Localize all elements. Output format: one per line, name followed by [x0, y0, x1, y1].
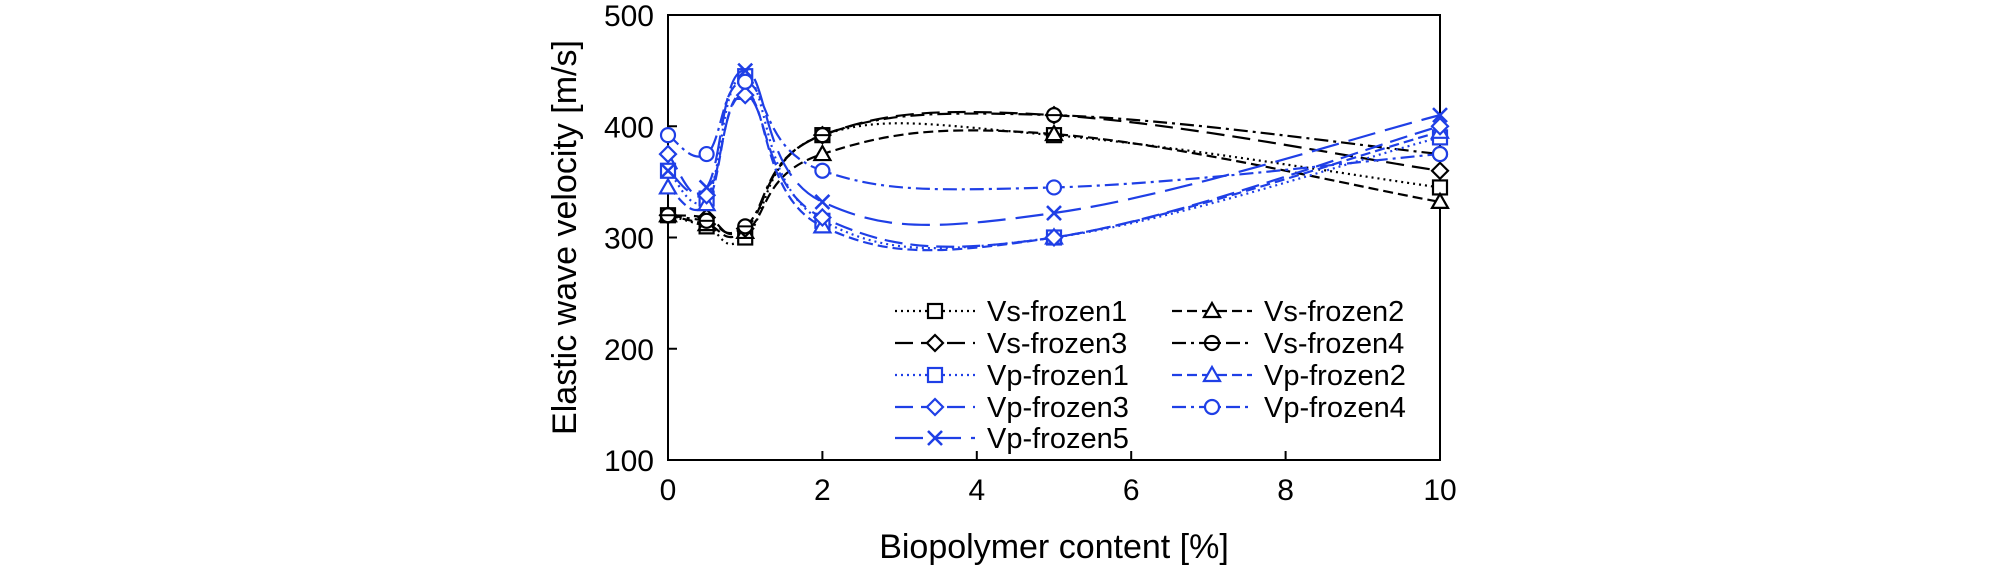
data-point-vp-frozen4	[814, 162, 831, 179]
legend-label-vs-frozen2: Vs-frozen2	[1264, 296, 1404, 328]
data-point-vs-frozen2	[1430, 191, 1450, 209]
data-point-vs-frozen2	[1044, 123, 1064, 142]
legend-label-vp-frozen5: Vp-frozen5	[987, 423, 1129, 455]
series-line-vp-frozen5	[667, 69, 1441, 227]
legend-item-vp-frozen1: Vp-frozen1	[895, 360, 1129, 392]
x-tick-label: 6	[1123, 474, 1140, 507]
data-point-vp-frozen5	[1432, 107, 1448, 124]
data-point-vp-frozen5	[698, 179, 715, 196]
legend-item-vp-frozen5: Vp-frozen5	[895, 423, 1129, 455]
x-tick-label: 4	[968, 474, 985, 507]
legend-marker-vp-frozen1	[926, 366, 944, 384]
y-axis-title: Elastic wave velocity [m/s]	[546, 40, 584, 435]
legend-item-vs-frozen2: Vs-frozen2	[1172, 296, 1404, 328]
x-axis-title: Biopolymer content [%]	[879, 528, 1229, 566]
series-vp-frozen1	[659, 68, 1449, 250]
legend-label-vs-frozen4: Vs-frozen4	[1264, 328, 1404, 360]
series-vp-frozen5	[660, 62, 1448, 227]
y-tick-label: 200	[604, 334, 654, 367]
data-point-vp-frozen3	[735, 85, 755, 105]
legend-marker-vs-frozen2	[1202, 300, 1222, 319]
series-line-vp-frozen1	[667, 75, 1441, 250]
data-point-vp-frozen4	[1431, 145, 1449, 163]
legend-item-vs-frozen3: Vs-frozen3	[895, 328, 1127, 360]
y-tick-label: 500	[604, 0, 654, 33]
data-point-vp-frozen5	[737, 62, 754, 79]
data-point-vp-frozen2	[658, 177, 678, 195]
x-tick-label: 8	[1277, 474, 1294, 507]
data-point-vp-frozen4	[659, 127, 677, 144]
data-point-vp-frozen4	[737, 73, 754, 90]
data-point-vp-frozen3	[658, 144, 678, 164]
legend-item-vp-frozen4: Vp-frozen4	[1172, 392, 1406, 424]
plot-axes: 100 200 300 400 500 0 2 4 6 8 10	[604, 0, 1457, 507]
data-point-vs-frozen3	[1430, 161, 1450, 181]
data-point-vp-frozen3	[1430, 116, 1450, 136]
data-point-vs-frozen4	[698, 212, 715, 229]
legend-label-vs-frozen3: Vs-frozen3	[987, 328, 1127, 360]
data-point-vp-frozen3	[812, 207, 832, 228]
y-tick-label: 300	[604, 223, 654, 256]
legend-item-vp-frozen3: Vp-frozen3	[895, 392, 1129, 424]
series-layer	[658, 62, 1450, 252]
data-point-vs-frozen4	[737, 218, 754, 235]
legend-label-vs-frozen1: Vs-frozen1	[987, 296, 1127, 328]
data-point-vp-frozen4	[1045, 179, 1063, 196]
legend-item-vp-frozen2: Vp-frozen2	[1172, 360, 1406, 392]
x-tick-label: 10	[1423, 474, 1456, 507]
legend-marker-vs-frozen1	[926, 302, 944, 320]
x-tick-label: 0	[660, 474, 677, 507]
data-point-vp-frozen5	[1046, 205, 1062, 221]
legend-marker-vp-frozen2	[1202, 364, 1222, 383]
legend-marker-vp-frozen3	[925, 397, 945, 417]
legend-marker-vp-frozen5	[927, 430, 943, 446]
legend: Vs-frozen1 Vs-frozen2 Vs-frozen3 Vs-frozen4…	[895, 296, 1406, 455]
legend-item-vs-frozen1: Vs-frozen1	[895, 296, 1127, 328]
y-tick-label: 400	[604, 111, 654, 144]
data-point-vs-frozen4	[814, 127, 831, 144]
legend-marker-vs-frozen4	[1203, 334, 1221, 352]
series-vs-frozen4	[659, 107, 1449, 235]
data-point-vs-frozen2	[812, 143, 833, 162]
legend-marker-vs-frozen3	[925, 333, 945, 353]
data-point-vp-frozen5	[814, 193, 831, 210]
legend-label-vp-frozen3: Vp-frozen3	[987, 392, 1129, 424]
data-point-vp-frozen3	[1044, 227, 1064, 248]
legend-label-vp-frozen1: Vp-frozen1	[987, 360, 1129, 392]
data-point-vs-frozen4	[659, 207, 677, 224]
x-tick-label: 2	[814, 474, 831, 507]
data-point-vp-frozen5	[660, 162, 676, 179]
legend-marker-vp-frozen4	[1203, 398, 1221, 416]
data-point-vs-frozen4	[1045, 107, 1063, 124]
legend-item-vs-frozen4: Vs-frozen4	[1172, 328, 1404, 360]
legend-label-vp-frozen2: Vp-frozen2	[1264, 360, 1406, 392]
legend-label-vp-frozen4: Vp-frozen4	[1264, 392, 1406, 424]
data-point-vp-frozen4	[698, 145, 715, 163]
y-tick-label: 100	[604, 445, 654, 478]
